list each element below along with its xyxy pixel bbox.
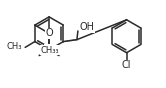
Text: O: O (45, 28, 53, 38)
Text: CH₃: CH₃ (44, 46, 59, 55)
Text: CH₃: CH₃ (7, 42, 22, 51)
Text: Cl: Cl (122, 60, 131, 70)
Text: OH: OH (80, 22, 95, 32)
Text: CH₃: CH₃ (40, 46, 56, 55)
Text: O: O (45, 28, 53, 38)
Text: N: N (45, 45, 53, 55)
